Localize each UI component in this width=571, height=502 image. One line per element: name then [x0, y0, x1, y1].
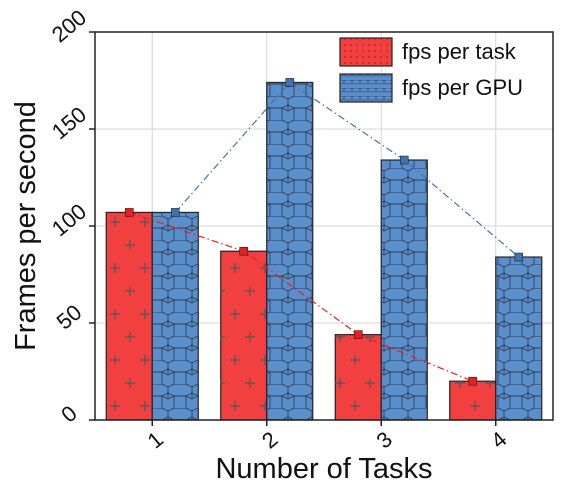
y-tick-label-50: 50	[52, 300, 87, 335]
y-tick-label-200: 200	[47, 5, 91, 48]
bar-fps-per-task-4	[449, 380, 497, 421]
marker-fps-per-task-3	[353, 330, 363, 339]
bar-fps-per-gpu-4	[495, 256, 543, 421]
trend-lines-layer	[124, 78, 524, 386]
marker-fps-per-gpu-3	[399, 155, 409, 165]
legend-swatch-pattern-fps-per-gpu	[340, 74, 392, 102]
bar-fps-per-task-3	[334, 334, 382, 421]
marker-fps-per-gpu-4	[514, 252, 524, 262]
marker-fps-per-task-1	[124, 208, 134, 217]
x-tick-label-2: 2	[257, 426, 282, 453]
legend-label-fps-per-gpu: fps per GPU	[402, 75, 523, 100]
bar-fps-per-task-1	[105, 211, 153, 421]
bar-fps-per-gpu-3	[380, 159, 428, 421]
x-axis-title: Number of Tasks	[215, 453, 432, 485]
y-tick-label-100: 100	[47, 199, 91, 242]
y-tick-label-150: 150	[47, 102, 91, 145]
legend: fps per task fps per GPU	[339, 37, 523, 103]
y-axis: 0 50 100 150 200	[47, 5, 95, 428]
marker-fps-per-task-2	[239, 246, 249, 256]
y-axis-title: Frames per second	[10, 101, 42, 351]
trend-line-fps-per-task	[129, 211, 474, 382]
y-tick-label-0: 0	[56, 400, 81, 427]
marker-fps-per-gpu-1	[170, 208, 180, 217]
bars-layer	[105, 81, 543, 421]
x-tick-label-1: 1	[143, 426, 168, 453]
trend-line-fps-per-gpu	[174, 81, 520, 258]
bar-fps-per-gpu-1	[151, 211, 199, 421]
x-axis: 1 2 3 4	[143, 420, 511, 454]
marker-fps-per-task-4	[468, 376, 478, 386]
bar-fps-per-task-2	[220, 250, 268, 421]
legend-label-fps-per-task: fps per task	[402, 39, 517, 64]
x-tick-label-4: 4	[486, 426, 511, 453]
x-tick-label-3: 3	[372, 426, 397, 453]
marker-fps-per-gpu-2	[285, 78, 295, 87]
bar-fps-per-gpu-2	[266, 81, 314, 421]
legend-swatch-pattern-fps-per-task	[340, 38, 392, 66]
